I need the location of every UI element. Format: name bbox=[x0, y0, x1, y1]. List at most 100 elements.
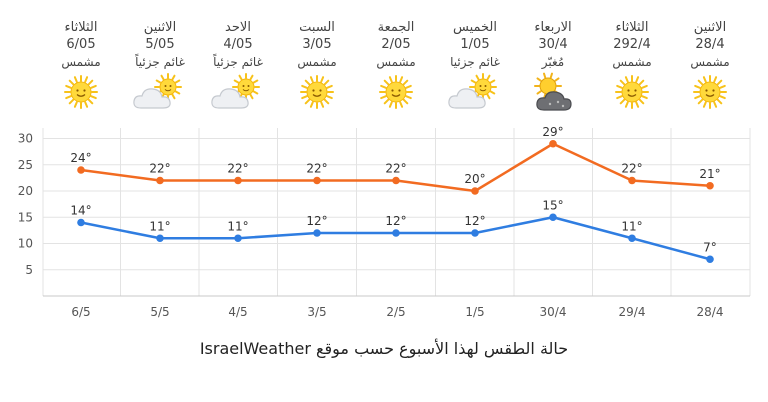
x-tick-label: 4/5 bbox=[228, 305, 247, 319]
data-label: 22° bbox=[306, 162, 327, 176]
data-point bbox=[77, 166, 85, 174]
day-name: الجمعة bbox=[377, 20, 415, 35]
data-point bbox=[706, 181, 714, 190]
data-point bbox=[471, 187, 479, 195]
data-label: 22° bbox=[385, 162, 406, 176]
day-forecast: الثلاثاء 6/05 مشمس bbox=[36, 20, 126, 112]
data-point bbox=[77, 218, 85, 227]
data-label: 20° bbox=[464, 172, 485, 186]
day-forecast: الجمعة 2/05 مشمس bbox=[351, 20, 441, 112]
sun-icon bbox=[64, 75, 98, 109]
day-date: 30/4 bbox=[538, 37, 568, 52]
data-label: 24° bbox=[70, 151, 91, 165]
day-forecast: الاربعاء 30/4 مُغبّر bbox=[508, 20, 598, 112]
day-date: 292/4 bbox=[613, 37, 651, 52]
data-point bbox=[313, 229, 321, 237]
data-point bbox=[234, 176, 242, 185]
sun-icon bbox=[615, 75, 649, 109]
day-condition: مُغبّر bbox=[541, 55, 565, 69]
day-name: السبت bbox=[299, 20, 335, 35]
data-label: 7° bbox=[703, 240, 717, 254]
day-condition: مشمس bbox=[690, 55, 730, 69]
day-name: الخميس bbox=[453, 20, 497, 35]
day-condition: مشمس bbox=[297, 55, 337, 69]
day-date: 3/05 bbox=[302, 37, 332, 52]
day-name: الثلاثاء bbox=[615, 20, 649, 35]
day-forecast: الخميس 1/05 غائم جزئيا bbox=[430, 20, 520, 112]
x-tick-label: 28/4 bbox=[697, 305, 724, 319]
day-name: الاحد bbox=[225, 20, 251, 35]
data-label: 15° bbox=[542, 198, 563, 212]
y-tick-label: 25 bbox=[18, 158, 33, 172]
data-point bbox=[706, 255, 714, 264]
partly-cloudy-icon bbox=[211, 73, 260, 109]
data-label: 11° bbox=[227, 219, 248, 233]
x-tick-label: 2/5 bbox=[386, 305, 405, 319]
x-tick-label: 3/5 bbox=[307, 305, 326, 319]
data-label: 12° bbox=[385, 214, 406, 228]
y-tick-label: 10 bbox=[18, 237, 33, 251]
x-tick-label: 30/4 bbox=[540, 305, 567, 319]
data-label: 12° bbox=[306, 214, 327, 228]
y-tick-label: 20 bbox=[18, 184, 33, 198]
sun-icon bbox=[693, 75, 727, 109]
data-point bbox=[549, 213, 557, 222]
sun-icon bbox=[300, 75, 334, 109]
data-label: 22° bbox=[227, 162, 248, 176]
day-date: 1/05 bbox=[460, 37, 490, 52]
y-tick-label: 5 bbox=[25, 263, 33, 277]
day-name: الاثنين bbox=[143, 20, 177, 35]
day-date: 5/05 bbox=[145, 37, 175, 52]
chart-grid bbox=[42, 128, 751, 297]
daily-forecast-row: الثلاثاء 6/05 مشمس الاثنين 5/05 غائم جزئياً … bbox=[0, 0, 768, 125]
y-axis: 5 10 15 20 25 30 bbox=[18, 132, 33, 277]
y-tick-label: 15 bbox=[18, 210, 33, 224]
chart-caption: حالة الطقس لهذا الأسبوع حسب موقع IsraelW… bbox=[199, 339, 569, 358]
data-label: 14° bbox=[70, 204, 91, 218]
data-label: 21° bbox=[699, 167, 720, 181]
partly-cloudy-icon bbox=[448, 73, 497, 109]
day-date: 28/4 bbox=[695, 37, 725, 52]
partly-cloudy-icon bbox=[133, 73, 182, 109]
data-point bbox=[628, 234, 636, 243]
data-point bbox=[156, 234, 164, 243]
chart-series: 24° 22° 22° 22° 22° 20° 29° 22° 21° 14° 11° 11° 12° 1… bbox=[70, 125, 721, 264]
data-label: 11° bbox=[621, 219, 642, 233]
data-label: 29° bbox=[542, 125, 563, 139]
day-condition: مشمس bbox=[376, 55, 416, 69]
day-condition: مشمس bbox=[612, 55, 652, 69]
day-forecast: الثلاثاء 292/4 مشمس bbox=[587, 20, 677, 112]
day-condition: مشمس bbox=[61, 55, 101, 69]
day-forecast: الاثنين 28/4 مشمس bbox=[665, 20, 755, 112]
x-tick-label: 5/5 bbox=[150, 305, 169, 319]
day-date: 6/05 bbox=[66, 37, 96, 52]
data-point bbox=[392, 176, 400, 185]
day-forecast: الاثنين 5/05 غائم جزئياً bbox=[115, 20, 205, 112]
dusty-icon bbox=[534, 72, 572, 111]
x-tick-label: 1/5 bbox=[465, 305, 484, 319]
data-point bbox=[234, 234, 242, 243]
day-name: الاثنين bbox=[693, 20, 727, 35]
day-date: 2/05 bbox=[381, 37, 411, 52]
data-label: 12° bbox=[464, 214, 485, 228]
y-tick-label: 30 bbox=[18, 132, 33, 146]
day-forecast: الاحد 4/05 غائم جزئياً bbox=[193, 20, 283, 112]
day-name: الثلاثاء bbox=[64, 20, 98, 35]
x-tick-label: 29/4 bbox=[619, 305, 646, 319]
temperature-chart: 5 10 15 20 25 30 6/5 5/5 4/5 3/5 2/5 1/5 30/4 29/4 28… bbox=[18, 125, 751, 319]
data-point bbox=[392, 229, 400, 237]
day-forecast: السبت 3/05 مشمس bbox=[272, 20, 362, 112]
data-label: 11° bbox=[149, 219, 170, 233]
x-axis: 6/5 5/5 4/5 3/5 2/5 1/5 30/4 29/4 28/4 bbox=[71, 305, 723, 319]
x-tick-label: 6/5 bbox=[71, 305, 90, 319]
data-point bbox=[471, 229, 479, 237]
day-condition: غائم جزئياً bbox=[135, 55, 185, 69]
data-point bbox=[628, 176, 636, 185]
day-name: الاربعاء bbox=[534, 20, 572, 35]
data-label: 22° bbox=[621, 162, 642, 176]
sun-icon bbox=[379, 75, 413, 109]
day-date: 4/05 bbox=[223, 37, 253, 52]
data-point bbox=[156, 176, 164, 185]
day-condition: غائم جزئيا bbox=[450, 55, 500, 69]
data-point bbox=[313, 176, 321, 185]
